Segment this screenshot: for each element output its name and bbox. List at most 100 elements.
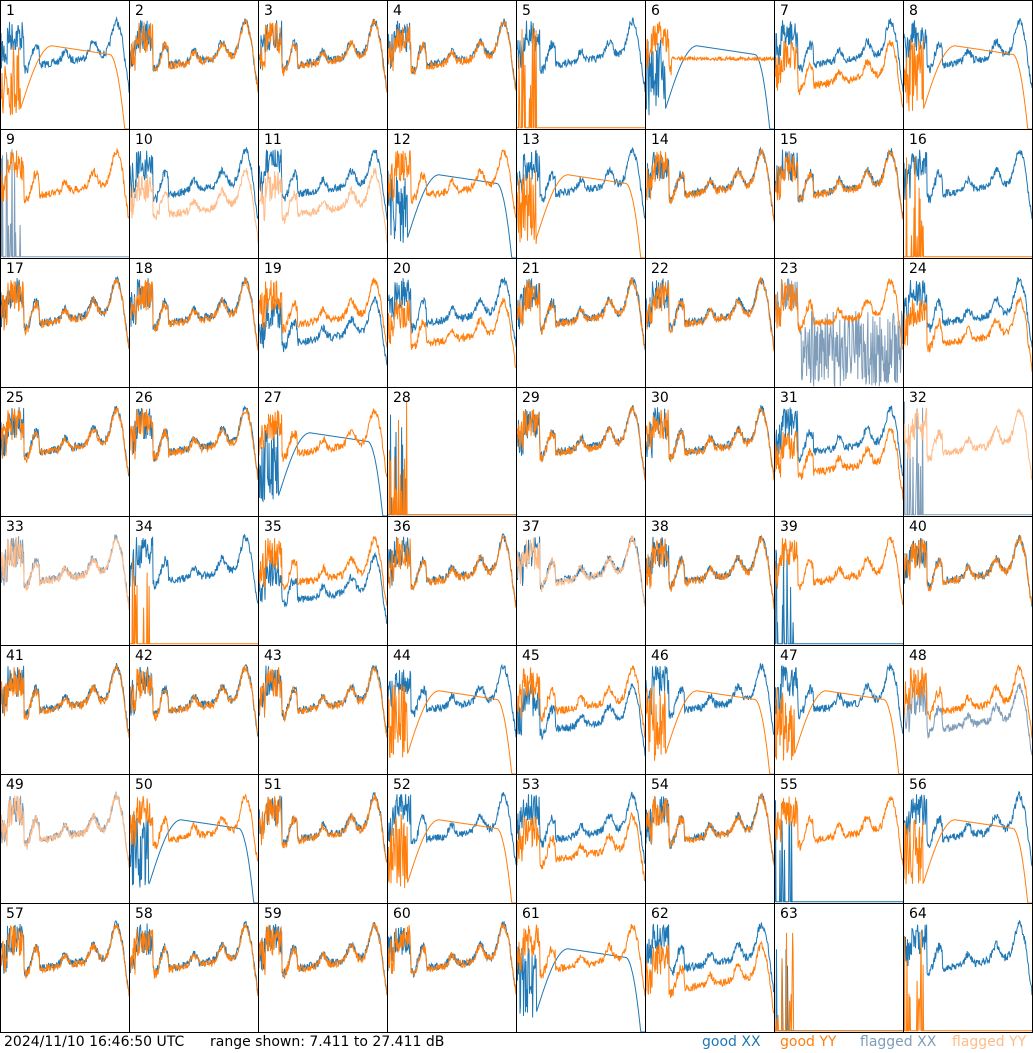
good-yy-line xyxy=(775,427,903,500)
good-xx-line xyxy=(904,149,1032,220)
panel-number: 45 xyxy=(522,648,540,664)
good-yy-line xyxy=(646,148,774,222)
panel-plot xyxy=(388,401,516,516)
panel-plot xyxy=(517,534,645,607)
good-yy-line xyxy=(775,535,903,605)
panel-number: 23 xyxy=(780,261,798,277)
panel-plot xyxy=(904,18,1032,129)
panel-plot xyxy=(517,923,645,1032)
panel-64: 64 xyxy=(903,903,1033,1033)
panel-31: 31 xyxy=(774,387,904,517)
good-xx-line xyxy=(517,17,645,92)
panel-plot xyxy=(130,920,258,996)
good-yy-line xyxy=(1,664,129,739)
panel-number: 2 xyxy=(135,3,144,19)
panel-plot xyxy=(517,664,645,756)
panel-number: 5 xyxy=(522,3,531,19)
panel-plot xyxy=(904,534,1032,607)
good-xx-line xyxy=(130,533,258,604)
panel-plot xyxy=(904,276,1032,372)
good-yy-line xyxy=(517,277,645,348)
good-xx-line xyxy=(259,426,387,516)
panel-36: 36 xyxy=(387,516,517,646)
good-yy-line xyxy=(1,924,129,997)
panel-number: 44 xyxy=(393,648,411,664)
panel-number: 56 xyxy=(909,777,927,793)
panel-number: 36 xyxy=(393,519,411,535)
good-xx-line xyxy=(517,683,645,756)
panel-number: 46 xyxy=(651,648,669,664)
panel-number: 63 xyxy=(780,906,798,922)
good-xx-line xyxy=(904,919,1032,996)
panel-plot xyxy=(130,18,258,93)
panel-number: 26 xyxy=(135,390,153,406)
panel-33: 33 xyxy=(0,516,130,646)
good-xx-line xyxy=(517,791,645,864)
panel-plot xyxy=(388,18,516,91)
good-yy-line xyxy=(130,558,258,645)
panel-47: 47 xyxy=(774,645,904,775)
good-yy-line xyxy=(517,923,645,997)
good-yy-line xyxy=(259,18,387,93)
panel-plot xyxy=(904,664,1032,756)
good-yy-line xyxy=(259,793,387,863)
good-xx-line xyxy=(517,944,645,1032)
panel-number: 32 xyxy=(909,390,927,406)
good-yy-line xyxy=(775,687,903,774)
panel-plot xyxy=(517,146,645,258)
panel-number: 4 xyxy=(393,3,402,19)
good-yy-line xyxy=(775,278,903,350)
panel-63: 63 xyxy=(774,903,904,1033)
panel-plot xyxy=(904,919,1032,1032)
panel-number: 15 xyxy=(780,132,798,148)
panel-plot xyxy=(775,18,903,108)
good-xx-line xyxy=(259,18,387,92)
panel-plot xyxy=(646,922,774,1014)
good-yy-line xyxy=(646,940,774,1014)
flagged-xx-line xyxy=(1,149,129,258)
panel-number: 43 xyxy=(264,648,282,664)
good-yy-line xyxy=(646,793,774,866)
panel-plot xyxy=(130,276,258,351)
panel-2: 2 xyxy=(129,0,259,130)
panel-number: 27 xyxy=(264,390,282,406)
flagged-yy-line xyxy=(517,534,645,607)
good-yy-line xyxy=(388,534,516,609)
good-yy-line xyxy=(775,39,903,108)
panel-plot xyxy=(775,663,903,774)
panel-15: 15 xyxy=(774,129,904,259)
panel-44: 44 xyxy=(387,645,517,775)
panel-number: 62 xyxy=(651,906,669,922)
panel-9: 9 xyxy=(0,129,130,259)
panel-plot xyxy=(1,16,129,129)
panel-number: 3 xyxy=(264,3,273,19)
panel-number: 12 xyxy=(393,132,411,148)
good-xx-line xyxy=(775,949,903,1032)
panel-number: 51 xyxy=(264,777,282,793)
panel-number: 18 xyxy=(135,261,153,277)
panel-plot xyxy=(259,408,387,516)
panel-50: 50 xyxy=(129,774,259,904)
panel-25: 25 xyxy=(0,387,130,517)
panel-plot xyxy=(388,792,516,903)
good-xx-line xyxy=(130,814,258,903)
good-yy-line xyxy=(646,276,774,352)
good-yy-line xyxy=(388,148,516,219)
panel-number: 41 xyxy=(6,648,24,664)
good-yy-line xyxy=(259,536,387,606)
panel-30: 30 xyxy=(645,387,775,517)
panel-number: 22 xyxy=(651,261,669,277)
good-xx-line xyxy=(388,18,516,91)
panel-16: 16 xyxy=(903,129,1033,259)
good-xx-line xyxy=(517,536,645,606)
panel-plot xyxy=(259,536,387,625)
panel-8: 8 xyxy=(903,0,1033,130)
flagged-yy-line xyxy=(1,793,129,869)
panel-59: 59 xyxy=(258,903,388,1033)
good-xx-line xyxy=(775,800,903,903)
panel-7: 7 xyxy=(774,0,904,130)
good-yy-line xyxy=(1,148,129,219)
panel-29: 29 xyxy=(516,387,646,517)
good-yy-line xyxy=(1,407,129,475)
